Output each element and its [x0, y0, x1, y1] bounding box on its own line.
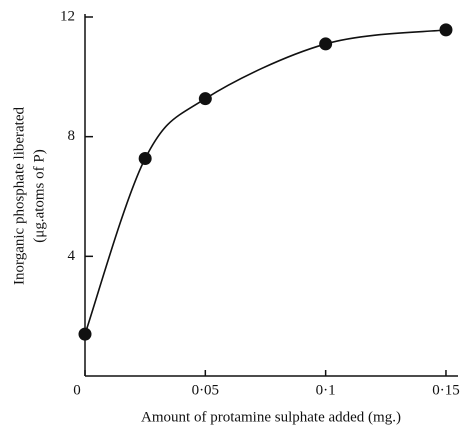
- data-point: [138, 152, 152, 166]
- y-axis-label: Inorganic phosphate liberated: [11, 107, 27, 285]
- x-tick-label: 0·15: [432, 382, 460, 398]
- x-tick-label: 0: [73, 382, 81, 398]
- curve: [84, 29, 447, 335]
- x-tick-label: 0·1: [316, 382, 336, 398]
- y-axis-label: (μg.atoms of P): [31, 149, 47, 242]
- data-point: [198, 92, 212, 106]
- data-point: [78, 327, 92, 341]
- data-point: [439, 23, 453, 37]
- y-tick-label: 8: [68, 128, 76, 144]
- y-tick-label: 12: [60, 8, 75, 24]
- x-axis-label: Amount of protamine sulphate added (mg.): [141, 409, 401, 425]
- y-tick-label: 4: [68, 248, 76, 264]
- x-tick-label: 0·05: [192, 382, 220, 398]
- data-point: [319, 37, 333, 51]
